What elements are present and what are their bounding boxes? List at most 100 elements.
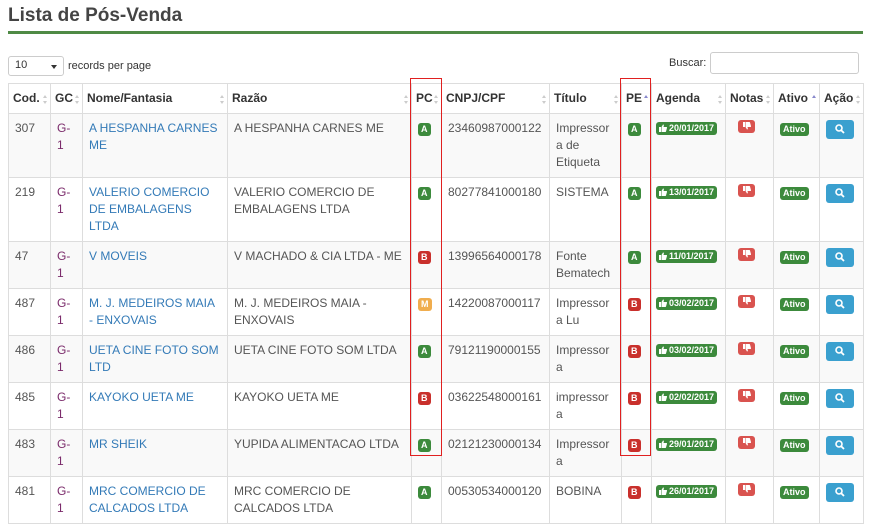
pe-badge: A xyxy=(628,187,641,200)
nome-link[interactable]: M. J. MEDEIROS MAIA - ENXOVAIS xyxy=(89,296,215,327)
pc-badge: A xyxy=(418,345,431,358)
view-button[interactable] xyxy=(826,248,854,267)
records-per-page-label: records per page xyxy=(68,60,152,72)
agenda-cell: 03/02/2017 xyxy=(651,288,726,336)
view-button[interactable] xyxy=(826,389,854,408)
column-header[interactable]: CNPJ/CPF xyxy=(441,83,550,114)
notas-cell xyxy=(725,288,774,336)
agenda-badge: 03/02/2017 xyxy=(656,343,718,357)
cod-cell: 307 xyxy=(8,113,51,178)
thumbs-down-icon[interactable] xyxy=(738,248,755,261)
ativo-cell: Ativo xyxy=(773,288,820,336)
titulo-cell: SISTEMA xyxy=(549,177,622,242)
column-header[interactable]: Notas xyxy=(725,83,774,114)
thumbs-down-icon[interactable] xyxy=(738,184,755,197)
view-button[interactable] xyxy=(826,295,854,314)
column-header[interactable]: Título xyxy=(549,83,622,114)
razao-cell: M. J. MEDEIROS MAIA - ENXOVAIS xyxy=(227,288,412,336)
pc-badge: A xyxy=(418,439,431,452)
column-header-label: PC xyxy=(416,91,433,105)
ativo-badge: Ativo xyxy=(780,345,809,358)
gc-cell: G-1 xyxy=(50,476,83,524)
view-button[interactable] xyxy=(826,342,854,361)
column-header-label: Agenda xyxy=(656,91,701,105)
acao-cell xyxy=(819,288,864,336)
thumbs-up-icon xyxy=(659,252,667,260)
pe-badge: A xyxy=(628,123,641,136)
thumbs-down-icon[interactable] xyxy=(738,120,755,133)
sort-icon xyxy=(75,95,80,104)
agenda-date: 11/01/2017 xyxy=(669,250,714,261)
cnpj-cell: 80277841000180 xyxy=(441,177,550,242)
search-label: Buscar: xyxy=(669,57,707,69)
column-header[interactable]: Nome/Fantasia xyxy=(82,83,228,114)
notas-cell xyxy=(725,429,774,477)
view-button[interactable] xyxy=(826,436,854,455)
agenda-badge: 11/01/2017 xyxy=(656,249,717,263)
view-button[interactable] xyxy=(826,120,854,139)
razao-cell: YUPIDA ALIMENTACAO LTDA xyxy=(227,429,412,477)
pe-column-highlight xyxy=(620,78,651,456)
pos-venda-table: Cod. GC Nome/Fantasia Razão PC CNPJ/CPF Título… xyxy=(8,83,864,524)
thumbs-down-icon[interactable] xyxy=(738,483,755,496)
pc-cell: A xyxy=(411,113,442,178)
pc-cell: A xyxy=(411,476,442,524)
column-header[interactable]: GC xyxy=(50,83,83,114)
pe-cell: B xyxy=(621,335,652,383)
sort-icon xyxy=(718,95,723,104)
nome-link[interactable]: V MOVEIS xyxy=(89,249,148,263)
column-header[interactable]: PC xyxy=(411,83,442,114)
search-icon xyxy=(826,393,854,403)
pe-cell: A xyxy=(621,113,652,178)
razao-cell: VALERIO COMERCIO DE EMBALAGENS LTDA xyxy=(227,177,412,242)
pe-badge: A xyxy=(628,251,641,264)
search-input[interactable] xyxy=(710,52,860,74)
header-row: Cod. GC Nome/Fantasia Razão PC CNPJ/CPF Título… xyxy=(8,83,864,114)
title-underline xyxy=(8,31,863,34)
view-button[interactable] xyxy=(826,483,854,502)
search-icon xyxy=(826,346,854,356)
titulo-cell: impressora xyxy=(549,382,622,430)
column-header[interactable]: Ação xyxy=(819,83,864,114)
ativo-badge: Ativo xyxy=(780,486,809,499)
column-header-label: Ação xyxy=(824,91,854,105)
table-row: 487 G-1 M. J. MEDEIROS MAIA - ENXOVAIS M… xyxy=(8,288,864,336)
sort-icon xyxy=(220,95,225,104)
cnpj-cell: 02121230000134 xyxy=(441,429,550,477)
nome-cell: KAYOKO UETA ME xyxy=(82,382,228,430)
pc-badge: B xyxy=(418,251,431,264)
nome-link[interactable]: MRC COMERCIO DE CALCADOS LTDA xyxy=(89,484,206,515)
acao-cell xyxy=(819,113,864,178)
column-header[interactable]: Ativo xyxy=(773,83,820,114)
view-button[interactable] xyxy=(826,184,854,203)
thumbs-up-icon xyxy=(659,124,667,132)
ativo-cell: Ativo xyxy=(773,335,820,383)
page-length-select[interactable]: 10 xyxy=(8,56,64,76)
thumbs-down-icon[interactable] xyxy=(738,389,755,402)
nome-link[interactable]: MR SHEIK xyxy=(89,437,148,451)
thumbs-up-icon xyxy=(659,299,667,307)
razao-cell: UETA CINE FOTO SOM LTDA xyxy=(227,335,412,383)
thumbs-up-icon xyxy=(659,346,667,354)
nome-link[interactable]: VALERIO COMERCIO DE EMBALAGENS LTDA xyxy=(89,185,210,233)
nome-link[interactable]: UETA CINE FOTO SOM LTD xyxy=(89,343,219,374)
sort-icon xyxy=(43,95,48,104)
column-header[interactable]: Agenda xyxy=(651,83,726,114)
nome-link[interactable]: KAYOKO UETA ME xyxy=(89,390,194,404)
column-header[interactable]: Razão xyxy=(227,83,412,114)
thumbs-down-icon[interactable] xyxy=(738,342,755,355)
razao-cell: MRC COMERCIO DE CALCADOS LTDA xyxy=(227,476,412,524)
search-icon xyxy=(826,124,854,134)
acao-cell xyxy=(819,335,864,383)
agenda-date: 03/02/2017 xyxy=(669,344,715,355)
agenda-cell: 29/01/2017 xyxy=(651,429,726,477)
column-header[interactable]: Cod. xyxy=(8,83,51,114)
thumbs-down-icon[interactable] xyxy=(738,295,755,308)
ativo-cell: Ativo xyxy=(773,476,820,524)
sort-icon xyxy=(766,95,771,104)
nome-link[interactable]: A HESPANHA CARNES ME xyxy=(89,121,218,152)
column-header[interactable]: PE xyxy=(621,83,652,114)
nome-cell: VALERIO COMERCIO DE EMBALAGENS LTDA xyxy=(82,177,228,242)
thumbs-down-icon[interactable] xyxy=(738,436,755,449)
agenda-date: 26/01/2017 xyxy=(669,485,715,496)
